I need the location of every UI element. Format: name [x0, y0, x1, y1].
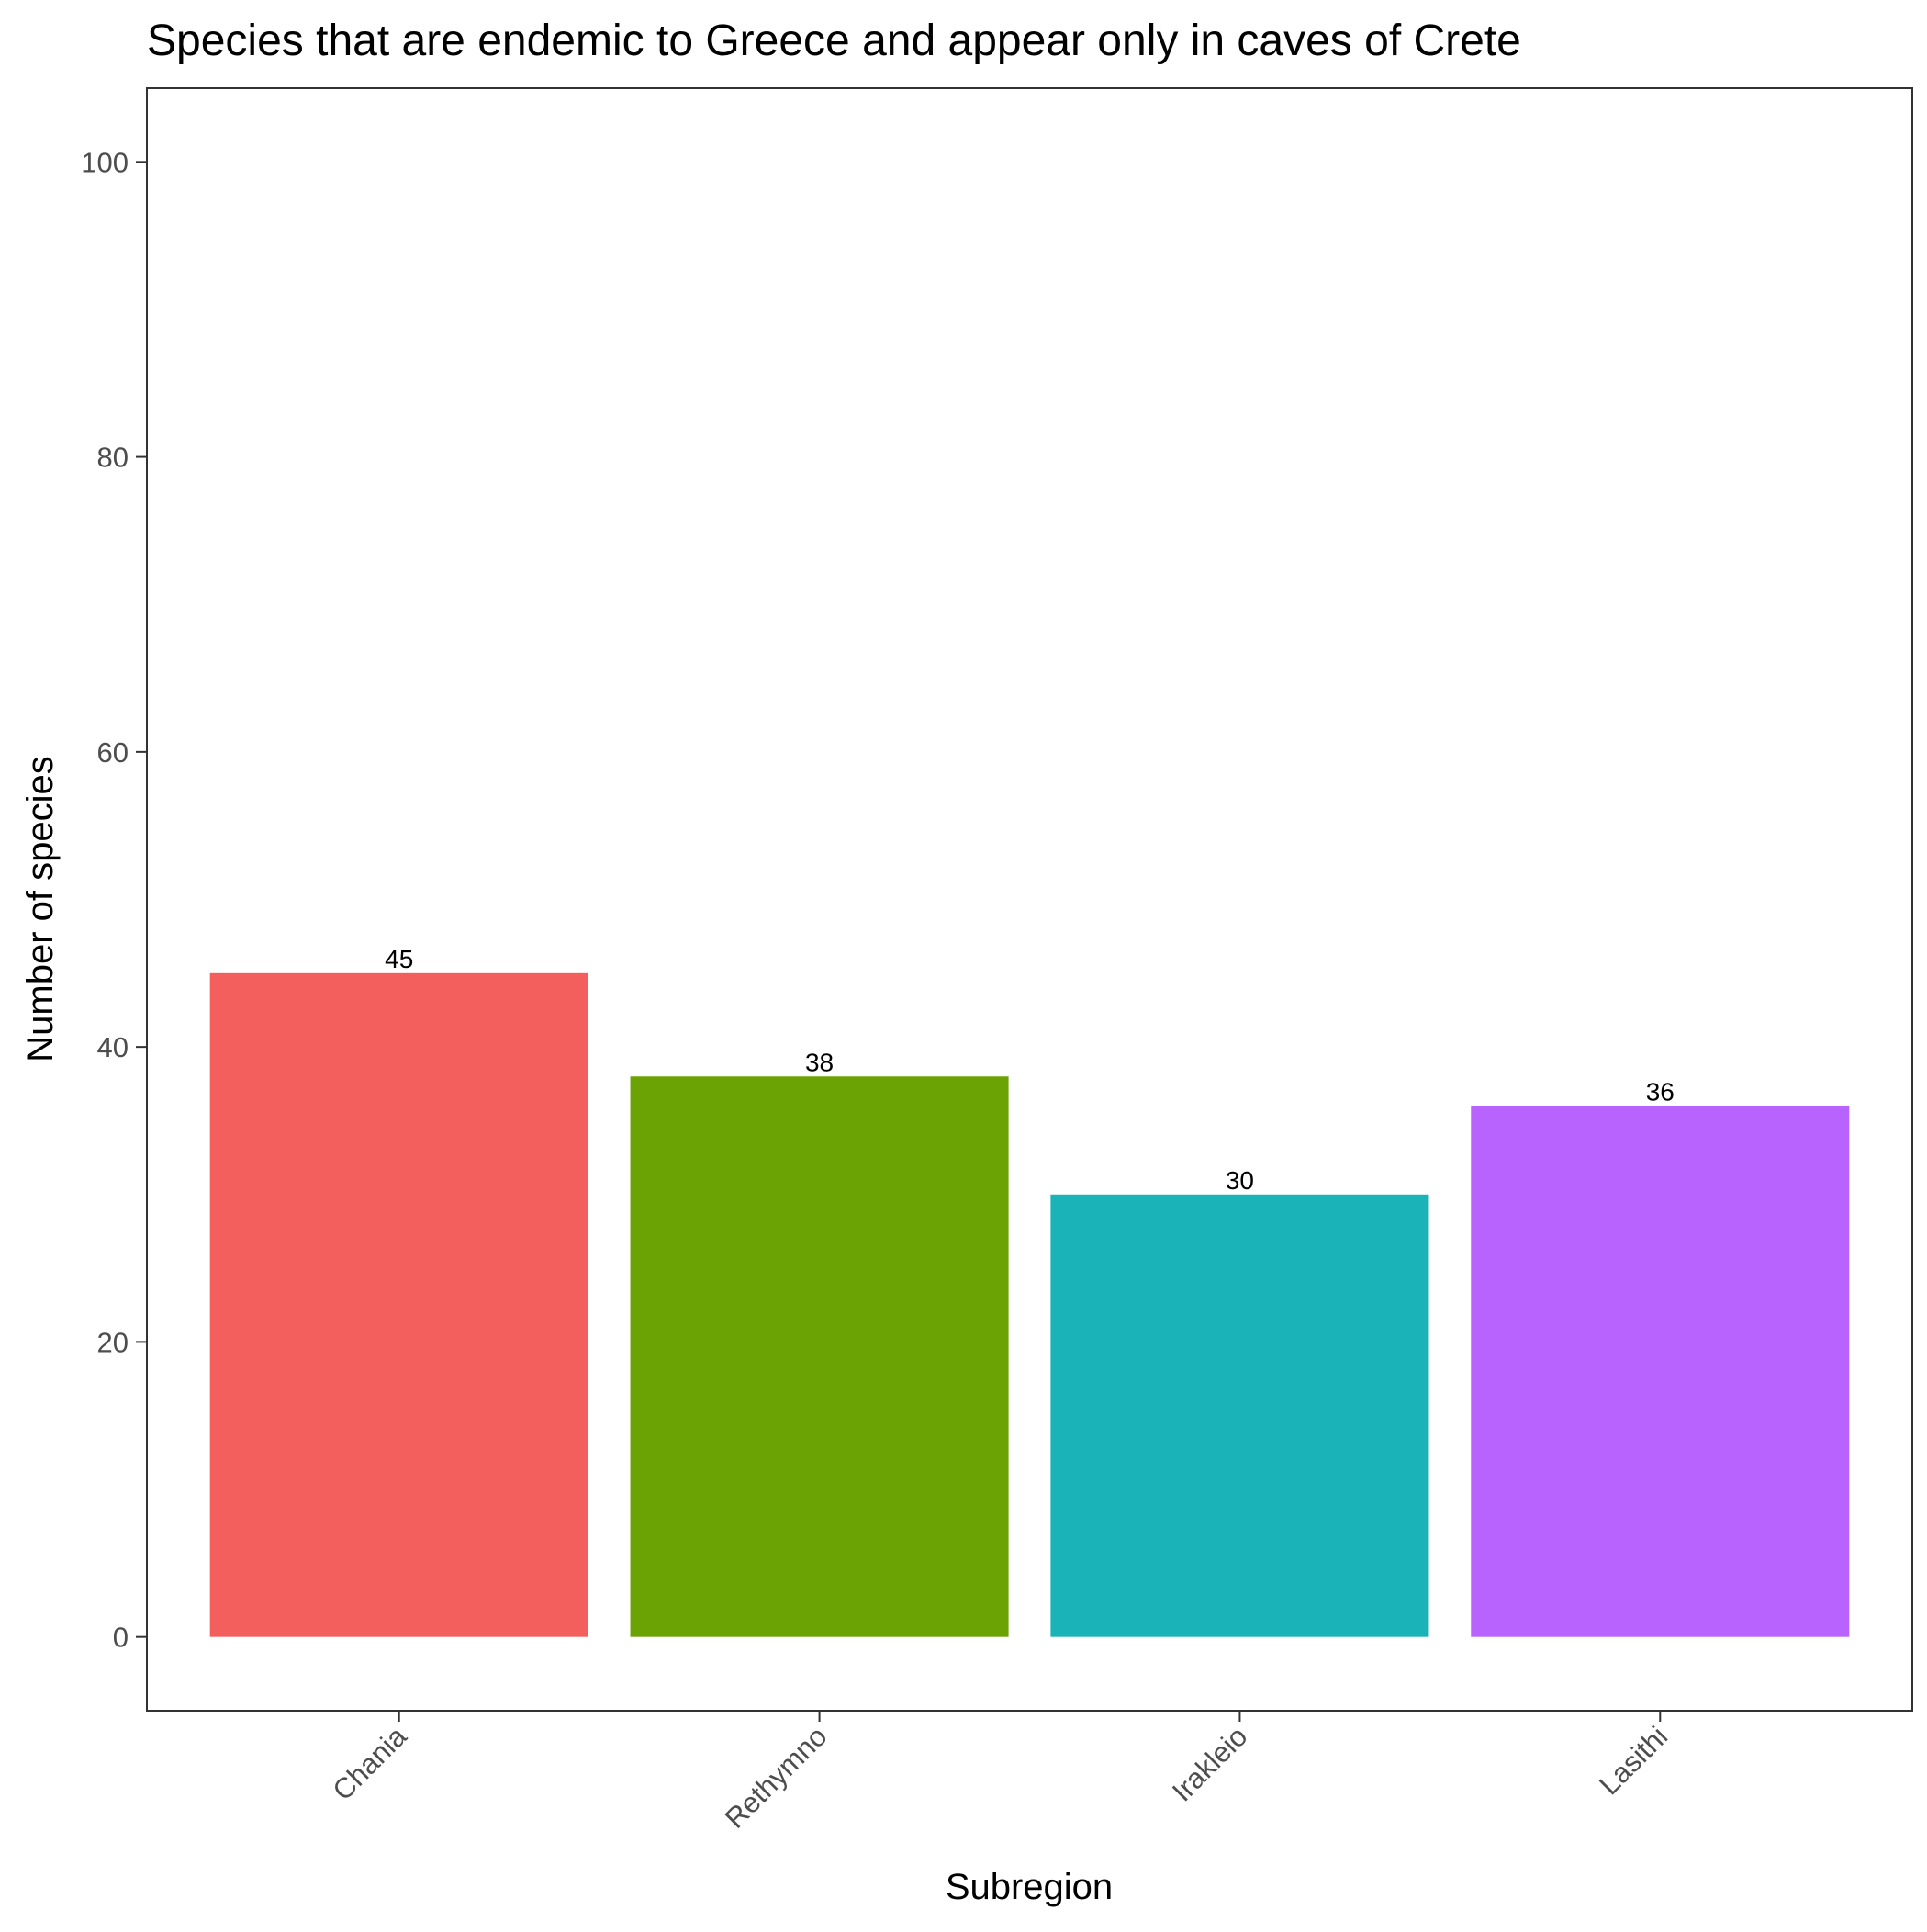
- y-axis: 0 20 40 60 80 100: [81, 146, 147, 1654]
- y-axis-title: Number of species: [20, 756, 61, 1061]
- data-label-lasithi: 36: [1646, 1077, 1675, 1106]
- data-label-chania: 45: [385, 945, 413, 973]
- data-labels-layer: 45 38 30 36: [385, 945, 1675, 1195]
- bar-irakleio: [1050, 1194, 1429, 1637]
- bars-layer: [209, 972, 1850, 1637]
- bar-rethymno: [630, 1076, 1009, 1637]
- bar-chania: [209, 972, 588, 1637]
- y-tick-label-0: 0: [113, 1622, 129, 1654]
- chart-title: Species that are endemic to Greece and a…: [147, 17, 1521, 65]
- x-axis-title: Subregion: [946, 1867, 1113, 1907]
- data-label-irakleio: 30: [1226, 1166, 1254, 1195]
- y-tick-label-100: 100: [81, 146, 129, 178]
- y-tick-label-40: 40: [97, 1031, 129, 1063]
- y-tick-label-20: 20: [97, 1326, 129, 1358]
- data-label-rethymno: 38: [805, 1048, 834, 1076]
- y-tick-label-60: 60: [97, 736, 129, 769]
- y-tick-label-80: 80: [97, 442, 129, 474]
- bar-lasithi: [1471, 1106, 1850, 1637]
